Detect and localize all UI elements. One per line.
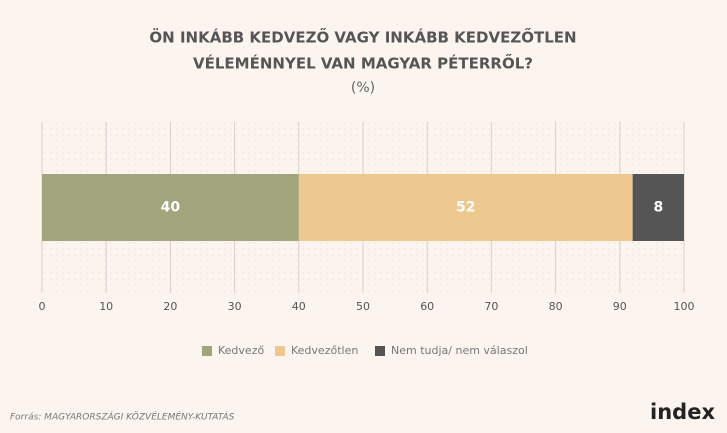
x-tick-label: 50 [356,300,370,313]
data-label: 8 [653,200,663,216]
chart-title: VÉLEMÉNNYEL VAN MAGYAR PÉTERRŐL? [193,53,533,73]
x-tick-label: 90 [613,300,627,313]
x-tick-label: 30 [228,300,242,313]
bar-segment [42,174,299,241]
legend-label: Kedvezőtlen [291,344,358,357]
legend-swatch [202,346,212,356]
chart-title: ÖN INKÁBB KEDVEZŐ VAGY INKÁBB KEDVEZŐTLE… [149,27,576,47]
data-label: 40 [161,200,181,216]
x-tick-label: 70 [484,300,498,313]
logo: index [650,400,715,424]
bar-segment [298,174,633,241]
legend-label: Nem tudja/ nem válaszol [391,344,528,357]
x-tick-label: 40 [292,300,306,313]
chart-subtitle: (%) [351,80,375,96]
legend-swatch [275,346,285,356]
data-label: 52 [456,200,475,216]
x-tick-label: 20 [163,300,177,313]
x-tick-label: 100 [674,300,695,313]
x-tick-label: 80 [549,300,563,313]
x-tick-label: 10 [99,300,113,313]
x-tick-label: 60 [420,300,434,313]
legend-label: Kedvező [218,344,264,357]
source: Forrás: MAGYARORSZÁGI KÖZVÉLEMÉNY-KUTATÁ… [10,411,235,423]
legend-swatch [375,346,385,356]
bar-segment [632,174,684,241]
x-tick-label: 0 [39,300,46,313]
